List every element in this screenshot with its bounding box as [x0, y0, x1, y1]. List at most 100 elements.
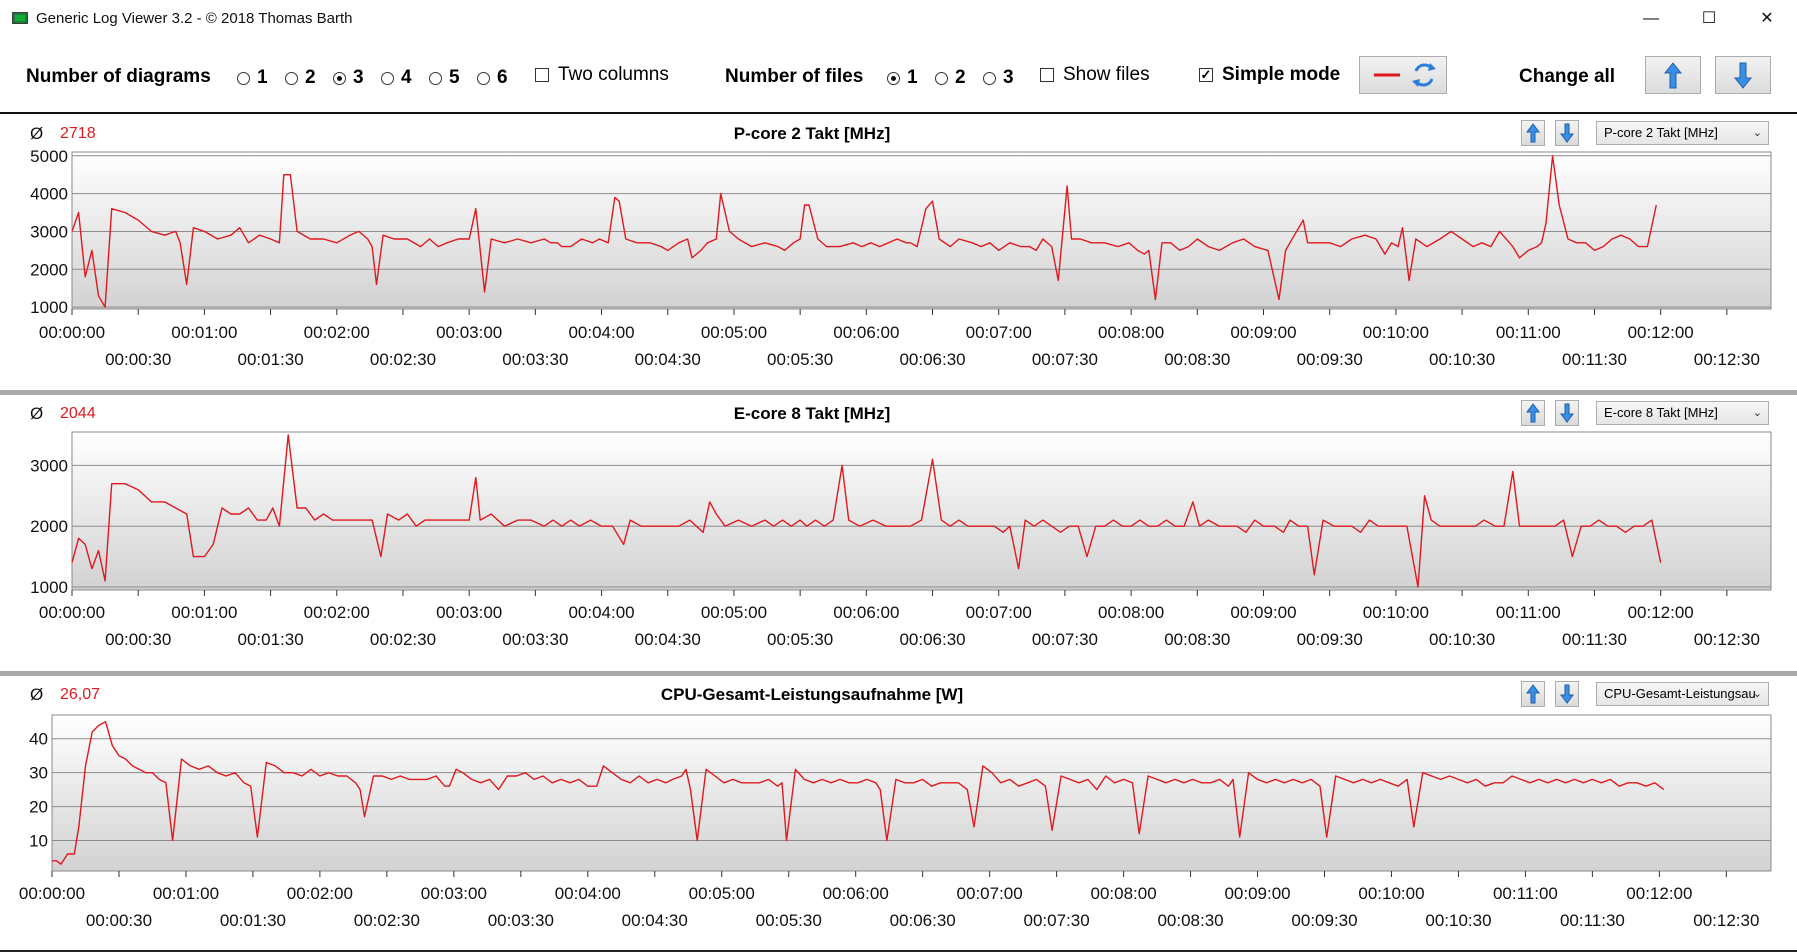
move-down-all-button[interactable] [1715, 56, 1771, 94]
x-tick-label: 00:11:00 [1493, 884, 1558, 903]
arrow-up-icon [1663, 62, 1683, 89]
channel-select[interactable]: P-core 2 Takt [MHz] ⌄ [1596, 121, 1769, 145]
x-tick-label: 00:05:30 [756, 911, 822, 930]
x-tick-label: 00:12:30 [1693, 911, 1759, 930]
x-tick-label: 00:07:00 [957, 884, 1023, 903]
two-columns-checkbox[interactable]: Two columns [535, 63, 669, 87]
chevron-down-icon: ⌄ [1752, 127, 1762, 139]
chart-title: P-core 2 Takt [MHz] [733, 124, 891, 143]
bottom-border [0, 950, 1797, 952]
average-value: 2044 [60, 405, 96, 422]
diagram-radio-5[interactable]: 5 [429, 66, 460, 90]
arrow-up-icon [1526, 684, 1540, 704]
y-tick-label: 2000 [30, 517, 68, 536]
x-tick-label: 00:12:00 [1628, 603, 1694, 622]
arrow-down-icon [1560, 123, 1574, 143]
x-tick-label: 00:10:00 [1358, 884, 1424, 903]
maximize-icon: ☐ [1701, 10, 1717, 27]
line-color-button[interactable] [1359, 56, 1447, 94]
file-radio-1[interactable]: 1 [887, 66, 918, 90]
x-tick-label: 00:03:30 [502, 350, 568, 369]
x-tick-label: 00:10:30 [1429, 630, 1495, 649]
x-tick-label: 00:06:30 [899, 630, 965, 649]
channel-select[interactable]: E-core 8 Takt [MHz] ⌄ [1596, 401, 1769, 425]
move-down-button[interactable] [1555, 400, 1579, 426]
y-tick-label: 5000 [30, 147, 68, 166]
x-tick-label: 00:03:30 [488, 911, 554, 930]
move-up-button[interactable] [1521, 120, 1545, 146]
x-tick-label: 00:04:00 [568, 603, 634, 622]
x-tick-label: 00:08:00 [1098, 603, 1164, 622]
diagram-radio-6[interactable]: 6 [477, 66, 508, 90]
arrow-down-icon [1560, 684, 1574, 704]
diagram-radio-4[interactable]: 4 [381, 66, 412, 90]
x-tick-label: 00:00:30 [105, 630, 171, 649]
x-tick-label: 00:07:30 [1032, 630, 1098, 649]
y-tick-label: 4000 [30, 185, 68, 204]
average-value: 2718 [60, 125, 96, 142]
radio-dot-icon [333, 71, 346, 85]
change-all-label: Change all [1519, 66, 1616, 87]
x-tick-label: 00:08:00 [1098, 323, 1164, 342]
x-tick-label: 00:05:00 [701, 603, 767, 622]
series-line [52, 721, 1665, 865]
y-tick-label: 20 [29, 798, 48, 817]
x-tick-label: 00:02:00 [304, 323, 370, 342]
x-tick-label: 00:03:00 [436, 603, 502, 622]
panel-divider[interactable] [0, 671, 1797, 676]
move-up-button[interactable] [1521, 681, 1545, 707]
x-tick-label: 00:10:00 [1363, 323, 1429, 342]
move-up-all-button[interactable] [1645, 56, 1701, 94]
close-icon: ✕ [1760, 10, 1774, 27]
x-tick-label: 00:09:30 [1297, 630, 1363, 649]
series-line [71, 434, 1662, 588]
minimize-button[interactable]: — [1622, 0, 1680, 38]
move-up-button[interactable] [1521, 400, 1545, 426]
x-tick-label: 00:05:00 [689, 884, 755, 903]
x-tick-label: 00:05:30 [767, 350, 833, 369]
x-tick-label: 00:06:00 [833, 323, 899, 342]
file-radio-3[interactable]: 3 [983, 66, 1014, 90]
x-tick-label: 00:01:00 [171, 603, 237, 622]
x-tick-label: 00:09:00 [1230, 323, 1296, 342]
arrow-down-icon [1733, 62, 1753, 89]
x-tick-label: 00:12:00 [1626, 884, 1692, 903]
num-diagrams-label: Number of diagrams [26, 66, 211, 87]
x-tick-label: 00:06:30 [890, 911, 956, 930]
x-tick-label: 00:09:30 [1297, 350, 1363, 369]
move-down-button[interactable] [1555, 681, 1579, 707]
window-title: Generic Log Viewer 3.2 - © 2018 Thomas B… [36, 10, 353, 27]
maximize-button[interactable]: ☐ [1680, 0, 1738, 38]
x-tick-label: 00:11:00 [1496, 323, 1561, 342]
num-files-label: Number of files [725, 66, 864, 87]
channel-select[interactable]: CPU-Gesamt-Leistungsau ⌄ [1596, 682, 1769, 706]
diagram-radio-2[interactable]: 2 [285, 66, 316, 90]
radio-dot-icon [887, 71, 900, 85]
series-line [71, 155, 1657, 308]
x-tick-label: 00:02:00 [304, 603, 370, 622]
x-tick-label: 00:03:30 [502, 630, 568, 649]
y-tick-label: 30 [29, 764, 48, 783]
radio-dot-icon [477, 71, 490, 85]
close-button[interactable]: ✕ [1738, 0, 1796, 38]
panel-divider[interactable] [0, 390, 1797, 395]
simple-mode-checkbox[interactable]: ✓ Simple mode [1199, 64, 1341, 85]
diagram-radio-3[interactable]: 3 [333, 66, 364, 90]
file-radio-2[interactable]: 2 [935, 66, 966, 90]
y-tick-label: 40 [29, 730, 48, 749]
x-tick-label: 00:08:00 [1090, 884, 1156, 903]
x-tick-label: 00:03:00 [421, 884, 487, 903]
x-tick-label: 00:05:00 [701, 323, 767, 342]
show-files-checkbox[interactable]: Show files [1040, 63, 1150, 87]
chart-title: E-core 8 Takt [MHz] [733, 404, 891, 423]
move-down-button[interactable] [1555, 120, 1579, 146]
x-tick-label: 00:06:00 [823, 884, 889, 903]
x-tick-label: 00:12:00 [1628, 323, 1694, 342]
x-tick-label: 00:09:30 [1291, 911, 1357, 930]
plot-area [51, 714, 1772, 872]
diagram-radio-1[interactable]: 1 [237, 66, 268, 90]
radio-dot-icon [429, 71, 442, 85]
x-tick-label: 00:01:30 [237, 350, 303, 369]
